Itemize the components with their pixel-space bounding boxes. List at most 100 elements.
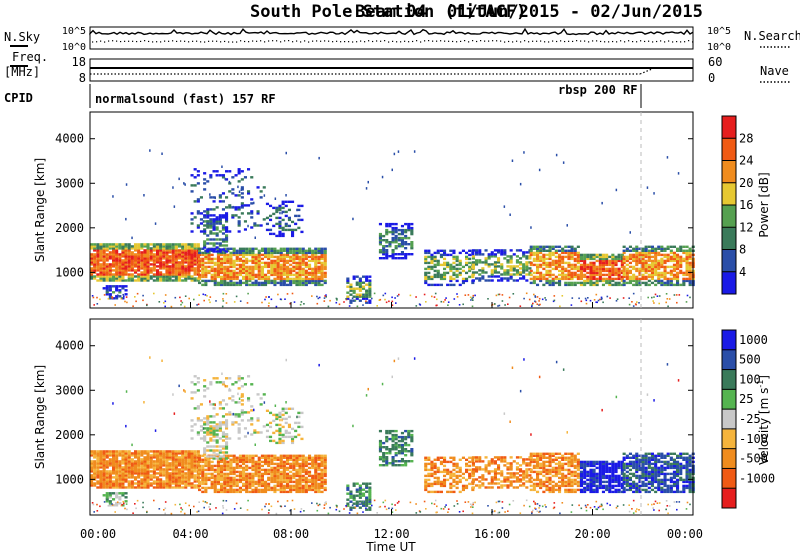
power-cell [647,249,651,252]
velocity-cell [156,482,160,485]
power-sparse [254,236,256,239]
power-cell [99,269,103,272]
power-cell [267,279,271,283]
power-cell [220,253,224,257]
power-cell [174,269,178,272]
power-cell [484,279,488,282]
velocity-cell [171,478,175,481]
power-cell [105,273,109,276]
power-cell [465,257,469,261]
power-cell [672,255,676,259]
velocity-cell [216,466,220,470]
velocity-cell [349,492,353,495]
velocity-cell [130,462,134,465]
power-noise [445,297,447,299]
power-cell [605,279,609,283]
power-cell [638,273,642,277]
power-cell [118,273,122,276]
nsearch-point [468,41,470,43]
velocity-cell [245,458,249,461]
velocity-cell [213,464,217,468]
nsearch-point [392,40,394,42]
power-cell [108,247,112,250]
velocity-cell [203,417,207,420]
power-cell [583,253,587,257]
velocity-cell [159,466,163,469]
velocity-cell [140,482,144,485]
velocity-cell [282,478,286,482]
nsearch-point [148,40,150,43]
velocity-cell [121,462,125,465]
power-cell [210,273,214,277]
velocity-cell [245,474,249,478]
velocity-cell [121,456,125,459]
power-cell [146,251,150,254]
power-cell [349,293,353,296]
power-cell [682,273,686,277]
power-cell [391,226,395,230]
power-cell [679,263,683,267]
power-cell [622,261,626,265]
power-cell [287,200,291,203]
velocity-cell [301,476,305,480]
power-cell [400,257,404,260]
velocity-cell [198,468,202,472]
velocity-cell [220,474,224,478]
velocity-cell [137,468,141,471]
power-cell [475,249,479,252]
velocity-cell [221,447,225,450]
velocity-cell [121,486,125,489]
velocity-cell [308,474,312,478]
velocity-cell [221,431,225,434]
power-noise [665,293,668,295]
power-cell [223,283,227,287]
velocity-cell [226,478,230,482]
power-cell [282,281,286,285]
velocity-cell [115,454,119,457]
power-cell [598,275,602,279]
power-cell [349,283,353,286]
power-cell [90,257,94,260]
power-cell [184,271,188,274]
nsearch-point [564,40,566,43]
power-cell [121,253,125,256]
power-cell [216,283,220,287]
power-cell [427,277,431,281]
nsearch-point [448,40,450,42]
velocity-cell [237,375,241,378]
power-cell [644,245,648,248]
power-cell [638,281,642,285]
velocity-cell [159,482,163,485]
velocity-cell [187,466,191,469]
velocity-cell [201,468,205,472]
power-cell [567,251,571,255]
power-cell [159,257,163,260]
velocity-cell [174,466,178,469]
velocity-cell [301,458,305,461]
power-cell [215,226,219,229]
power-noise [121,296,123,299]
power-cell [212,170,216,173]
power-cell [171,247,175,250]
power-cell [165,275,169,278]
velocity-cell [228,397,232,400]
nsearch-label: N.Search [744,29,800,43]
velocity-cell [124,464,128,467]
power-cell [273,259,277,263]
velocity-cell [162,454,166,457]
velocity-cell [311,466,315,470]
velocity-cell [242,456,246,459]
velocity-cell [228,413,232,416]
power-cell [232,283,236,287]
power-cell [436,261,440,265]
velocity-cell [112,450,116,453]
power-cell [522,275,526,278]
power-cell [226,265,230,269]
power-cell [108,287,112,290]
power-cell [622,275,626,279]
power-cell [229,247,233,250]
power-cell [102,277,106,280]
power-cell [267,261,271,265]
nsearch-point [112,40,114,42]
power-cell [267,255,271,259]
